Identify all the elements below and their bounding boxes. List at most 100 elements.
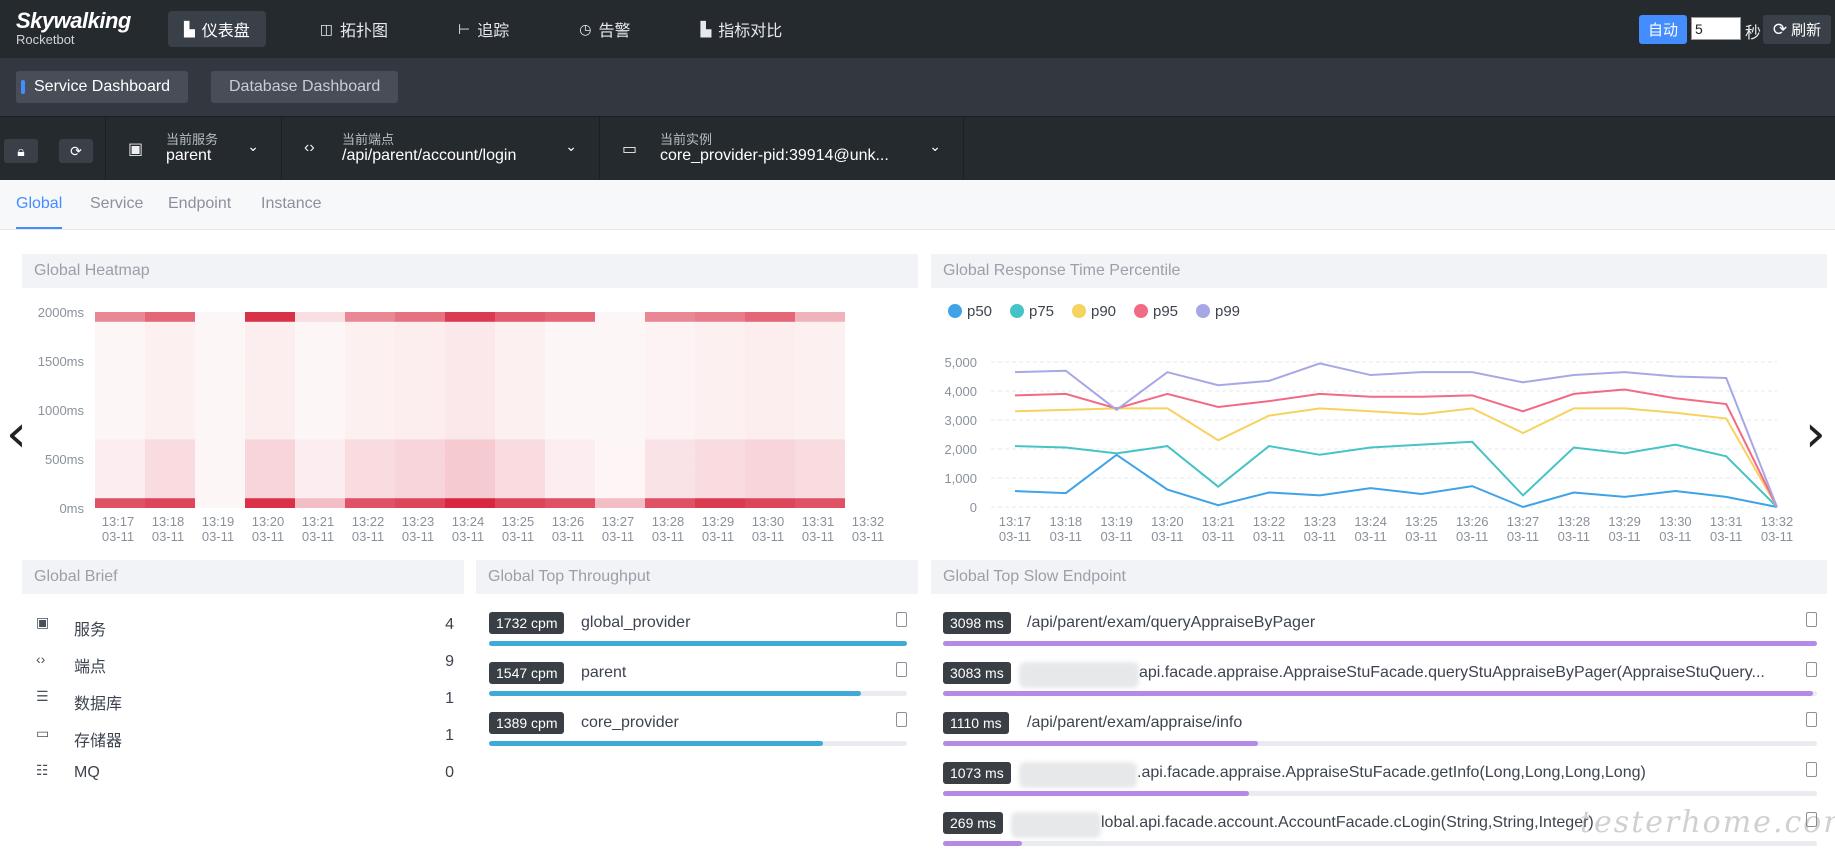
heatmap-y-tick: 2000ms (38, 305, 85, 320)
x-tick-date: 03-11 (1354, 529, 1386, 544)
brief-label: 服务 (74, 622, 107, 639)
heatmap-cell (745, 410, 795, 420)
tab-service[interactable]: Service (90, 195, 144, 212)
nav-topology[interactable]: ◫ 拓扑图 (304, 11, 404, 47)
tab-endpoint[interactable]: Endpoint (168, 195, 232, 212)
logo-title: Skywalking (16, 8, 131, 33)
heatmap-x-tick: 13:18 (152, 514, 185, 529)
heatmap-cell (145, 341, 195, 352)
copy-icon[interactable] (1806, 712, 1817, 727)
rank-row[interactable]: 1389 cpm core_provider (489, 708, 907, 750)
heatmap-cell (95, 498, 145, 508)
lock-button[interactable]: 🔒︎ (4, 139, 38, 163)
heatmap-cell (745, 419, 795, 430)
progress-fill (943, 741, 1258, 746)
copy-icon[interactable] (896, 612, 907, 627)
heatmap-cell (345, 331, 395, 342)
heatmap-x-date: 03-11 (752, 529, 784, 544)
heatmap-cell (745, 478, 795, 489)
heatmap-cell (245, 312, 295, 322)
auto-refresh-button[interactable]: 自动 (1639, 15, 1687, 44)
heatmap-cell (245, 419, 295, 430)
instance-selector-value: core_provider-pid:39914@unk... (660, 147, 889, 164)
heatmap-cell (145, 321, 195, 332)
heatmap-cell (395, 419, 445, 430)
rank-row[interactable]: 1110 ms/api/parent/exam/appraise/info (943, 708, 1817, 750)
heatmap-x-tick: 13:17 (102, 514, 135, 529)
rank-row[interactable]: 1547 cpm parent (489, 658, 907, 700)
copy-icon[interactable] (896, 662, 907, 677)
chevron-down-icon: ⌄ (247, 138, 259, 154)
heatmap-cell (645, 429, 695, 440)
heatmap-cell (245, 498, 295, 508)
heatmap-cell (245, 380, 295, 391)
selector-bar: 🔒︎ ⟳ ▣ 当前服务 parent ⌄ ‹› 当前端点 /api/parent… (0, 116, 1835, 181)
rank-row[interactable]: 3083 ms api.facade.appraise.AppraiseStuFa… (943, 658, 1817, 700)
heatmap-cell (745, 380, 795, 391)
series-line-p95 (1014, 388, 1778, 508)
heatmap-cell (445, 468, 495, 479)
nav-compare[interactable]: ▙ 指标对比 (685, 11, 799, 47)
copy-icon[interactable] (1806, 762, 1817, 777)
lock-icon: 🔒︎ (17, 142, 25, 159)
heatmap-cell (495, 468, 545, 479)
heatmap-cell (545, 331, 595, 342)
heatmap-cell (295, 419, 345, 430)
heatmap-cell (745, 439, 795, 450)
nav-alarm[interactable]: ◷ 告警 (563, 11, 646, 47)
refresh-button[interactable]: ⟳ 刷新 (1763, 15, 1831, 44)
heatmap-cell (495, 488, 545, 499)
heatmap-cell (145, 419, 195, 430)
heatmap-cell (245, 449, 295, 459)
tab-instance[interactable]: Instance (261, 195, 322, 212)
nav-trace[interactable]: ⊢ 追踪 (442, 11, 525, 47)
heatmap-cell (345, 341, 395, 352)
progress-fill (489, 641, 907, 646)
heatmap-cell (645, 351, 695, 361)
copy-icon[interactable] (1806, 612, 1817, 627)
dashboard-icon: ▙ (184, 20, 195, 37)
heatmap-cell (445, 410, 495, 420)
x-tick-label: 13:18 (1050, 514, 1083, 529)
next-arrow-icon[interactable]: › (1805, 404, 1826, 464)
rank-row[interactable]: 1732 cpm global_provider (489, 608, 907, 650)
previous-arrow-icon[interactable]: ‹ (6, 404, 27, 464)
heatmap-cell (345, 351, 395, 361)
main-nav: ▙ 仪表盘 ◫ 拓扑图 ⊢ 追踪 ◷ 告警 ▙ 指标对比 (168, 11, 836, 47)
progress-fill (943, 841, 1022, 846)
rank-row[interactable]: 1073 ms .api.facade.appraise.AppraiseStuF… (943, 758, 1817, 800)
reload-button[interactable]: ⟳ (59, 139, 93, 163)
copy-icon[interactable] (896, 712, 907, 727)
heatmap-cell (245, 331, 295, 342)
heatmap-cell (345, 439, 395, 450)
x-tick-date: 03-11 (1253, 529, 1285, 544)
x-tick-label: 13:19 (1100, 514, 1133, 529)
refresh-interval-input[interactable] (1691, 17, 1741, 40)
heatmap-cell (545, 400, 595, 410)
copy-icon[interactable] (1806, 662, 1817, 677)
tab-database-dashboard[interactable]: Database Dashboard (211, 71, 399, 103)
heatmap-cell (745, 351, 795, 361)
nav-dashboard[interactable]: ▙ 仪表盘 (168, 11, 266, 47)
series-line-p90 (1014, 407, 1778, 508)
copy-icon[interactable] (1806, 812, 1817, 827)
tab-global[interactable]: Global (16, 195, 63, 229)
heatmap-x-date: 03-11 (652, 529, 684, 544)
heatmap-cell (695, 468, 745, 479)
skywalking-logo[interactable]: Skywalking Rocketbot (16, 8, 131, 48)
heatmap-cell (345, 380, 395, 391)
heatmap-cell (295, 410, 345, 420)
rank-row[interactable]: 3098 ms/api/parent/exam/queryAppraiseByP… (943, 608, 1817, 650)
instance-selector[interactable]: ▭ 当前实例 core_provider-pid:39914@unk... ⌄ (599, 117, 964, 181)
brief-row-cache: ▭ 存储器 1 (36, 723, 454, 750)
rank-row[interactable]: 269 ms lobal.api.facade.account.AccountFa… (943, 808, 1817, 850)
series-line-p75 (1014, 440, 1778, 508)
x-tick-label: 13:32 (1761, 514, 1794, 529)
heatmap-cell (695, 439, 745, 450)
heatmap-cell (295, 341, 345, 352)
top-navigation-bar: Skywalking Rocketbot ▙ 仪表盘 ◫ 拓扑图 ⊢ 追踪 ◷ 告警 ▙… (0, 0, 1835, 58)
endpoint-selector[interactable]: ‹› 当前端点 /api/parent/account/login ⌄ (281, 117, 599, 181)
tab-service-dashboard[interactable]: Service Dashboard (16, 71, 189, 103)
service-selector[interactable]: ▣ 当前服务 parent ⌄ (105, 117, 281, 181)
progress-track (943, 741, 1817, 746)
